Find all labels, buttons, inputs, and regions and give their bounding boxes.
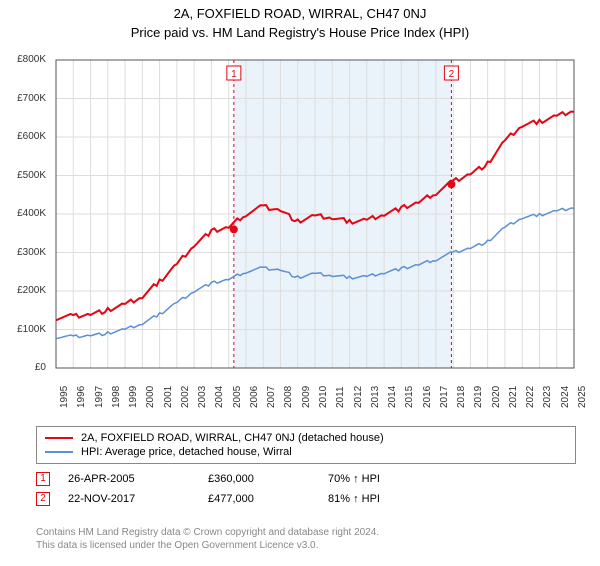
- legend: 2A, FOXFIELD ROAD, WIRRAL, CH47 0NJ (det…: [36, 426, 576, 464]
- x-tick-label: 1995: [59, 386, 70, 408]
- txn-pct: 81% ↑ HPI: [328, 493, 448, 505]
- legend-item: 2A, FOXFIELD ROAD, WIRRAL, CH47 0NJ (det…: [45, 431, 567, 445]
- y-tick-label: £400K: [2, 208, 46, 219]
- x-tick-label: 2023: [542, 386, 553, 408]
- title-line-2: Price paid vs. HM Land Registry's House …: [0, 25, 600, 40]
- y-tick-label: £600K: [2, 131, 46, 142]
- y-tick-label: £100K: [2, 324, 46, 335]
- x-tick-label: 2006: [249, 386, 260, 408]
- txn-pct: 70% ↑ HPI: [328, 473, 448, 485]
- txn-price: £360,000: [208, 473, 328, 485]
- x-tick-label: 2017: [439, 386, 450, 408]
- x-tick-label: 2008: [283, 386, 294, 408]
- legend-label: HPI: Average price, detached house, Wirr…: [81, 446, 292, 458]
- table-row: 1 26-APR-2005 £360,000 70% ↑ HPI: [36, 469, 576, 489]
- x-tick-label: 1999: [128, 386, 139, 408]
- y-tick-label: £0: [2, 362, 46, 373]
- y-tick-label: £500K: [2, 170, 46, 181]
- y-tick-label: £800K: [2, 54, 46, 65]
- x-tick-label: 2021: [508, 386, 519, 408]
- legend-label: 2A, FOXFIELD ROAD, WIRRAL, CH47 0NJ (det…: [81, 432, 384, 444]
- y-tick-label: £700K: [2, 93, 46, 104]
- txn-marker: 2: [36, 492, 50, 506]
- footer: Contains HM Land Registry data © Crown c…: [36, 526, 576, 552]
- legend-item: HPI: Average price, detached house, Wirr…: [45, 445, 567, 459]
- y-tick-label: £200K: [2, 285, 46, 296]
- svg-text:2: 2: [449, 69, 455, 80]
- svg-text:1: 1: [231, 69, 237, 80]
- x-tick-label: 2010: [318, 386, 329, 408]
- x-tick-label: 2005: [232, 386, 243, 408]
- legend-swatch: [45, 437, 73, 439]
- x-tick-label: 2025: [577, 386, 588, 408]
- x-tick-label: 2011: [335, 386, 346, 408]
- x-tick-label: 2001: [163, 386, 174, 408]
- x-tick-label: 2014: [387, 386, 398, 408]
- txn-date: 26-APR-2005: [68, 473, 208, 485]
- title-line-1: 2A, FOXFIELD ROAD, WIRRAL, CH47 0NJ: [0, 6, 600, 21]
- x-tick-label: 2013: [370, 386, 381, 408]
- x-axis-labels: 1995 1996 1997 1998 1999 2000 2001 2002 2003 2004…: [50, 376, 580, 424]
- footer-line-2: This data is licensed under the Open Gov…: [36, 539, 576, 552]
- x-tick-label: 2020: [491, 386, 502, 408]
- legend-swatch: [45, 451, 73, 453]
- txn-price: £477,000: [208, 493, 328, 505]
- x-tick-label: 2018: [456, 386, 467, 408]
- y-tick-label: £300K: [2, 247, 46, 258]
- x-tick-label: 2012: [353, 386, 364, 408]
- x-tick-label: 2003: [197, 386, 208, 408]
- transactions-table: 1 26-APR-2005 £360,000 70% ↑ HPI 2 22-NO…: [36, 469, 576, 509]
- x-tick-label: 1997: [94, 386, 105, 408]
- x-tick-label: 2002: [180, 386, 191, 408]
- x-tick-label: 2000: [145, 386, 156, 408]
- x-tick-label: 2004: [214, 386, 225, 408]
- txn-date: 22-NOV-2017: [68, 493, 208, 505]
- x-tick-label: 2007: [266, 386, 277, 408]
- x-tick-label: 2019: [473, 386, 484, 408]
- x-tick-label: 2009: [301, 386, 312, 408]
- x-tick-label: 1998: [111, 386, 122, 408]
- footer-line-1: Contains HM Land Registry data © Crown c…: [36, 526, 576, 539]
- x-tick-label: 2016: [422, 386, 433, 408]
- table-row: 2 22-NOV-2017 £477,000 81% ↑ HPI: [36, 489, 576, 509]
- txn-marker: 1: [36, 472, 50, 486]
- x-tick-label: 2015: [404, 386, 415, 408]
- chart-svg: 12: [50, 54, 580, 374]
- chart: 12: [50, 54, 580, 374]
- x-tick-label: 2024: [560, 386, 571, 408]
- x-tick-label: 2022: [525, 386, 536, 408]
- x-tick-label: 1996: [76, 386, 87, 408]
